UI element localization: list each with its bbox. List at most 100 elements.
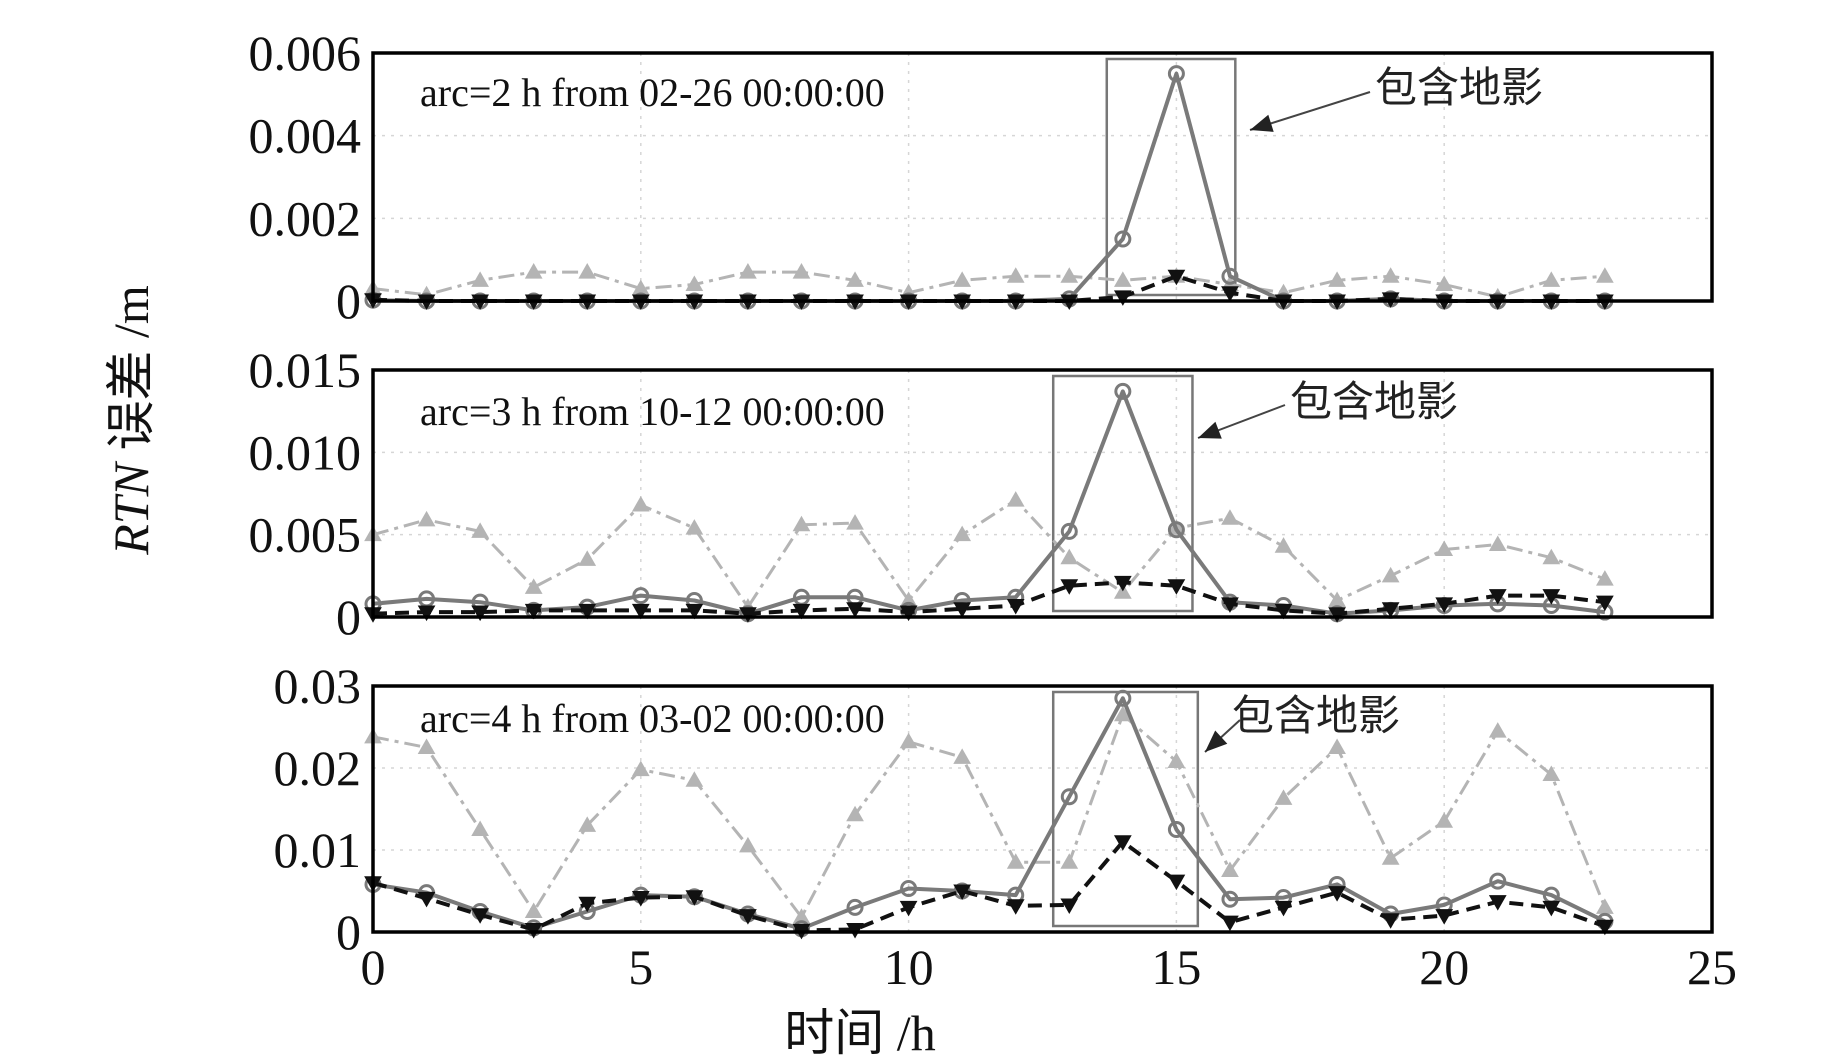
marker-triangle-up (739, 836, 757, 853)
marker-triangle-down (1435, 597, 1454, 613)
y-axis-title: RTN 误差 /m (103, 285, 159, 556)
marker-triangle-down (1167, 874, 1186, 891)
marker-circle (1489, 872, 1507, 890)
marker-triangle-down (739, 909, 757, 925)
series-line-1 (372, 580, 1606, 616)
marker-triangle-up (1542, 271, 1561, 287)
marker-triangle-down (1274, 603, 1293, 620)
marker-triangle-down (792, 603, 811, 620)
marker-triangle-up (899, 732, 918, 749)
marker-triangle-up (1328, 271, 1346, 287)
marker-triangle-up (1596, 267, 1614, 283)
marker-triangle-up (1435, 540, 1454, 556)
marker-triangle-down (953, 602, 972, 618)
marker-triangle-up (1060, 853, 1079, 869)
y-tick-label: 0.02 (274, 740, 362, 796)
marker-triangle-down (471, 605, 489, 622)
eclipse-window-box (1051, 690, 1200, 928)
annotation-arrow-head (1250, 114, 1274, 132)
marker-triangle-down (1113, 290, 1132, 306)
marker-triangle-up (1060, 267, 1079, 283)
x-tick-label: 15 (1151, 939, 1201, 995)
marker-triangle-up (1381, 566, 1400, 583)
plot-frame (371, 368, 1714, 619)
eclipse-window (1051, 374, 1194, 613)
marker-circle (1167, 65, 1185, 83)
marker-triangle-down (524, 603, 543, 620)
panel-arc-3h: 0 0.005 0.010 0.015 arc=3 h from 10-12 00:0… (249, 342, 1714, 645)
marker-triangle-down (1060, 579, 1079, 595)
marker-triangle-up (1435, 275, 1454, 291)
y-tick-label: 0.002 (249, 190, 362, 246)
marker-triangle-down (1221, 597, 1239, 613)
marker-triangle-down (1381, 602, 1400, 618)
marker-circle (1167, 521, 1185, 539)
marker-triangle-up (739, 263, 757, 279)
marker-triangle-down (417, 605, 436, 622)
marker-triangle-down (1113, 575, 1132, 592)
marker-triangle-down (1381, 913, 1400, 929)
marker-triangle-down (1488, 895, 1507, 911)
marker-triangle-down (1006, 899, 1025, 915)
marker-triangle-up (1381, 849, 1400, 865)
marker-triangle-down (1435, 909, 1454, 925)
panel-arc-2h: 0 0.002 0.004 0.006 arc=2 h from 02-26 00:0… (249, 25, 1714, 329)
y-tick-labels: 0 0.01 0.02 0.03 (274, 658, 362, 960)
marker-triangle-down (1328, 607, 1346, 623)
marker-triangle-up (1488, 722, 1507, 738)
x-tick-label: 0 (361, 939, 386, 995)
marker-triangle-up (417, 738, 436, 754)
y-tick-label: 0.01 (274, 822, 362, 878)
marker-triangle-up (1006, 267, 1025, 283)
marker-triangle-up (792, 908, 811, 924)
marker-circle (1114, 689, 1132, 707)
marker-triangle-up (578, 263, 597, 279)
series-line-0 (372, 696, 1606, 931)
plot-frame (371, 684, 1714, 934)
marker-circle (1221, 267, 1239, 285)
marker-triangle-down (953, 884, 972, 901)
marker-triangle-up (578, 550, 597, 566)
panel-label: arc=4 h from 03-02 00:00:00 (420, 696, 885, 741)
eclipse-annotation: 包含地影 (1232, 691, 1400, 740)
marker-triangle-up (1221, 509, 1239, 525)
series-group (364, 382, 1614, 623)
marker-triangle-down (1274, 900, 1293, 917)
marker-triangle-up (1006, 853, 1025, 869)
marker-triangle-up (524, 902, 543, 918)
marker-triangle-down (1167, 579, 1186, 595)
marker-circle (900, 880, 918, 898)
marker-triangle-down (1221, 286, 1239, 302)
eclipse-window-box (1051, 374, 1194, 613)
panel-label: arc=2 h from 02-26 00:00:00 (420, 70, 885, 115)
y-tick-label: 0.005 (249, 507, 362, 563)
marker-triangle-up (953, 525, 972, 542)
series-line-2 (372, 270, 1606, 299)
marker-triangle-down (1328, 886, 1346, 902)
marker-triangle-up (471, 820, 489, 836)
marker-triangle-up (953, 271, 972, 287)
marker-circle (1060, 788, 1078, 806)
marker-triangle-up (1167, 752, 1186, 768)
x-tick-label: 10 (884, 939, 934, 995)
marker-triangle-up (1328, 738, 1346, 754)
marker-triangle-up (846, 514, 864, 530)
marker-triangle-down (1542, 900, 1561, 917)
marker-circle (632, 587, 650, 605)
marker-triangle-up (631, 496, 650, 512)
marker-triangle-up (471, 271, 489, 287)
eclipse-window (1051, 690, 1200, 928)
marker-triangle-up (846, 271, 864, 287)
eclipse-annotation: 包含地影 (1290, 377, 1458, 426)
marker-triangle-up (578, 816, 597, 832)
y-axis-title-rest: 误差 /m (103, 285, 159, 463)
marker-triangle-up (1274, 789, 1293, 805)
x-tick-labels: 0 5 10 15 20 25 (361, 939, 1738, 995)
marker-triangle-up (471, 522, 489, 538)
annotation-arrow-head (1198, 421, 1222, 439)
y-axis-title-italic: RTN (103, 460, 159, 555)
marker-triangle-down (1113, 835, 1132, 851)
marker-triangle-up (417, 510, 436, 527)
marker-triangle-down (631, 891, 650, 907)
